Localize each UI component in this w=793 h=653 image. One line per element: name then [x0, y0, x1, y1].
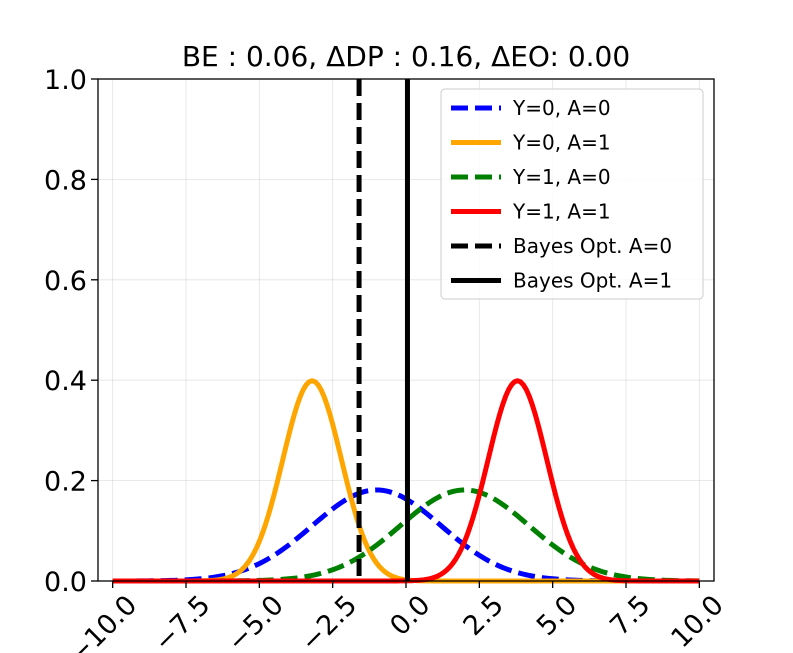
legend-label-5: Bayes Opt. A=1	[513, 269, 672, 293]
legend-label-4: Bayes Opt. A=0	[513, 234, 672, 258]
y-tick-label-5: 1.0	[44, 65, 87, 96]
legend-box	[440, 88, 704, 300]
x-tick-label-2: −5.0	[222, 590, 290, 653]
y-tick-label-1: 0.2	[44, 467, 87, 498]
x-tick-label-5: 2.5	[458, 590, 510, 642]
y-tick-label-0: 0.0	[44, 567, 87, 598]
chart-title: BE : 0.06, ΔDP : 0.16, ΔEO: 0.00	[182, 40, 630, 73]
legend-label-1: Y=0, A=1	[512, 131, 611, 155]
legend-label-0: Y=0, A=0	[512, 96, 611, 120]
legend: Y=0, A=0 Y=0, A=1 Y=1, A=0 Y=1, A=1 Bayes Op…	[440, 88, 704, 300]
legend-label-2: Y=1, A=0	[512, 165, 611, 189]
x-tick-label-7: 7.5	[604, 590, 656, 642]
bayes-lines	[356, 79, 410, 581]
x-tick-label-0: −10.0	[63, 590, 143, 653]
x-tick-label-4: 0.0	[384, 590, 436, 642]
y-tick-label-3: 0.6	[44, 266, 87, 297]
x-tick-label-6: 5.0	[531, 590, 583, 642]
x-tick-label-8: 10.0	[665, 590, 729, 653]
legend-label-3: Y=1, A=1	[512, 200, 611, 224]
y-tick-label-2: 0.4	[44, 366, 87, 397]
y-tick-label-4: 0.8	[44, 165, 87, 196]
x-tick-label-3: −2.5	[295, 590, 363, 653]
x-tick-label-1: −7.5	[148, 590, 216, 653]
